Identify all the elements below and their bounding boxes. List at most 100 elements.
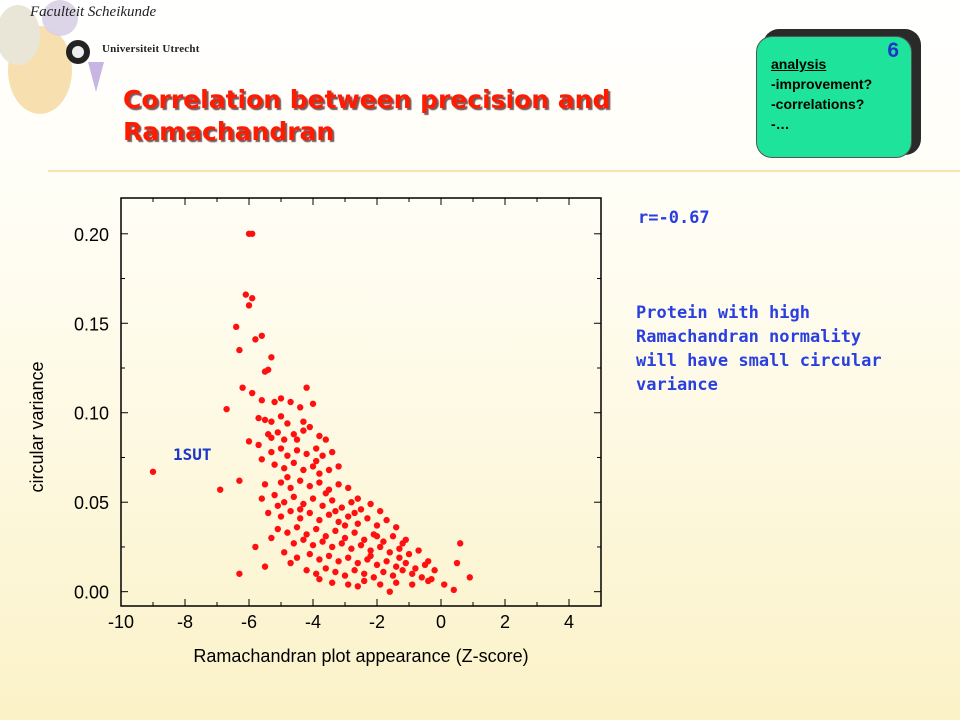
university-name: Universiteit Utrecht bbox=[102, 43, 200, 55]
data-point bbox=[325, 552, 333, 560]
data-point bbox=[268, 448, 275, 456]
data-point bbox=[380, 538, 387, 545]
data-point bbox=[389, 533, 397, 540]
data-point bbox=[316, 575, 323, 583]
data-point bbox=[313, 570, 320, 577]
data-point bbox=[274, 525, 281, 533]
data-point bbox=[277, 413, 285, 420]
data-point bbox=[284, 452, 291, 459]
data-point bbox=[345, 581, 352, 588]
note-line-2: Ramachandran normality bbox=[636, 327, 862, 347]
x-tick-label: -6 bbox=[241, 612, 257, 632]
outline-badge: 6 analysis -improvement? -correlations? … bbox=[756, 36, 912, 158]
data-point bbox=[281, 436, 288, 443]
data-point bbox=[293, 554, 301, 561]
data-point bbox=[313, 525, 320, 533]
data-point bbox=[271, 491, 278, 499]
note-line-1: Protein with high bbox=[636, 303, 810, 323]
data-point bbox=[335, 558, 342, 565]
data-point bbox=[351, 567, 358, 574]
data-point bbox=[329, 448, 336, 456]
x-tick-label: -10 bbox=[108, 612, 134, 632]
data-point bbox=[277, 445, 285, 452]
data-point bbox=[351, 509, 358, 517]
data-point bbox=[367, 547, 374, 554]
data-point bbox=[255, 414, 262, 422]
data-point bbox=[249, 230, 256, 237]
data-point bbox=[252, 336, 259, 343]
data-point bbox=[428, 575, 435, 583]
data-point bbox=[290, 493, 297, 501]
data-point bbox=[354, 583, 361, 590]
data-point bbox=[274, 502, 281, 509]
data-point bbox=[335, 463, 342, 470]
data-point bbox=[281, 499, 288, 506]
data-point bbox=[332, 507, 339, 515]
data-point bbox=[380, 568, 387, 576]
data-point bbox=[306, 550, 313, 558]
data-point bbox=[287, 484, 294, 492]
data-point bbox=[319, 452, 326, 459]
y-tick-label: 0.05 bbox=[74, 493, 109, 513]
faculty-name: Faculteit Scheikunde bbox=[30, 4, 157, 20]
data-point bbox=[377, 543, 384, 551]
data-point bbox=[332, 527, 339, 535]
data-point bbox=[287, 559, 294, 567]
data-point bbox=[361, 577, 368, 585]
data-point bbox=[300, 427, 307, 434]
x-tick-label: -4 bbox=[305, 612, 321, 632]
data-point bbox=[367, 500, 374, 508]
data-point bbox=[268, 354, 275, 361]
data-point bbox=[354, 495, 361, 502]
data-point bbox=[293, 524, 301, 531]
data-point bbox=[149, 468, 157, 475]
data-point bbox=[345, 513, 352, 520]
data-point bbox=[255, 441, 262, 449]
data-point bbox=[409, 581, 416, 588]
x-tick-label: 0 bbox=[436, 612, 446, 632]
y-tick-label: 0.20 bbox=[74, 225, 109, 245]
data-point bbox=[329, 497, 336, 504]
data-point bbox=[466, 574, 473, 581]
point-label: 1SUT bbox=[173, 445, 212, 464]
badge-item-more: -… bbox=[771, 116, 790, 132]
data-point bbox=[236, 570, 243, 577]
plot-frame bbox=[120, 197, 602, 607]
data-point bbox=[335, 518, 342, 526]
data-point bbox=[322, 565, 329, 572]
data-point bbox=[399, 567, 406, 574]
data-point bbox=[386, 588, 393, 595]
data-point bbox=[335, 481, 342, 488]
data-point bbox=[316, 516, 323, 524]
data-point bbox=[306, 423, 313, 431]
data-point bbox=[236, 477, 243, 484]
data-point bbox=[415, 547, 422, 554]
data-point bbox=[284, 473, 291, 481]
data-point bbox=[233, 323, 240, 331]
data-point bbox=[338, 540, 345, 547]
data-point bbox=[322, 533, 329, 540]
data-point bbox=[293, 436, 301, 443]
data-point bbox=[361, 570, 368, 577]
data-point bbox=[457, 540, 464, 547]
data-point bbox=[393, 563, 400, 570]
correlation-coefficient: r=-0.67 bbox=[638, 208, 710, 228]
data-point bbox=[313, 445, 320, 452]
data-point bbox=[341, 534, 349, 542]
data-point bbox=[281, 549, 288, 556]
data-point bbox=[341, 572, 349, 579]
data-point bbox=[319, 538, 326, 545]
data-point bbox=[306, 482, 313, 490]
data-point bbox=[348, 545, 355, 552]
data-point bbox=[258, 332, 265, 339]
data-point bbox=[245, 302, 253, 309]
data-point bbox=[329, 579, 336, 586]
data-point bbox=[274, 429, 281, 436]
data-point bbox=[441, 581, 448, 588]
data-point bbox=[453, 559, 461, 567]
data-point bbox=[412, 565, 419, 572]
data-point bbox=[322, 490, 329, 497]
data-point bbox=[402, 559, 409, 567]
x-tick-label: -2 bbox=[369, 612, 385, 632]
data-point bbox=[316, 556, 323, 563]
